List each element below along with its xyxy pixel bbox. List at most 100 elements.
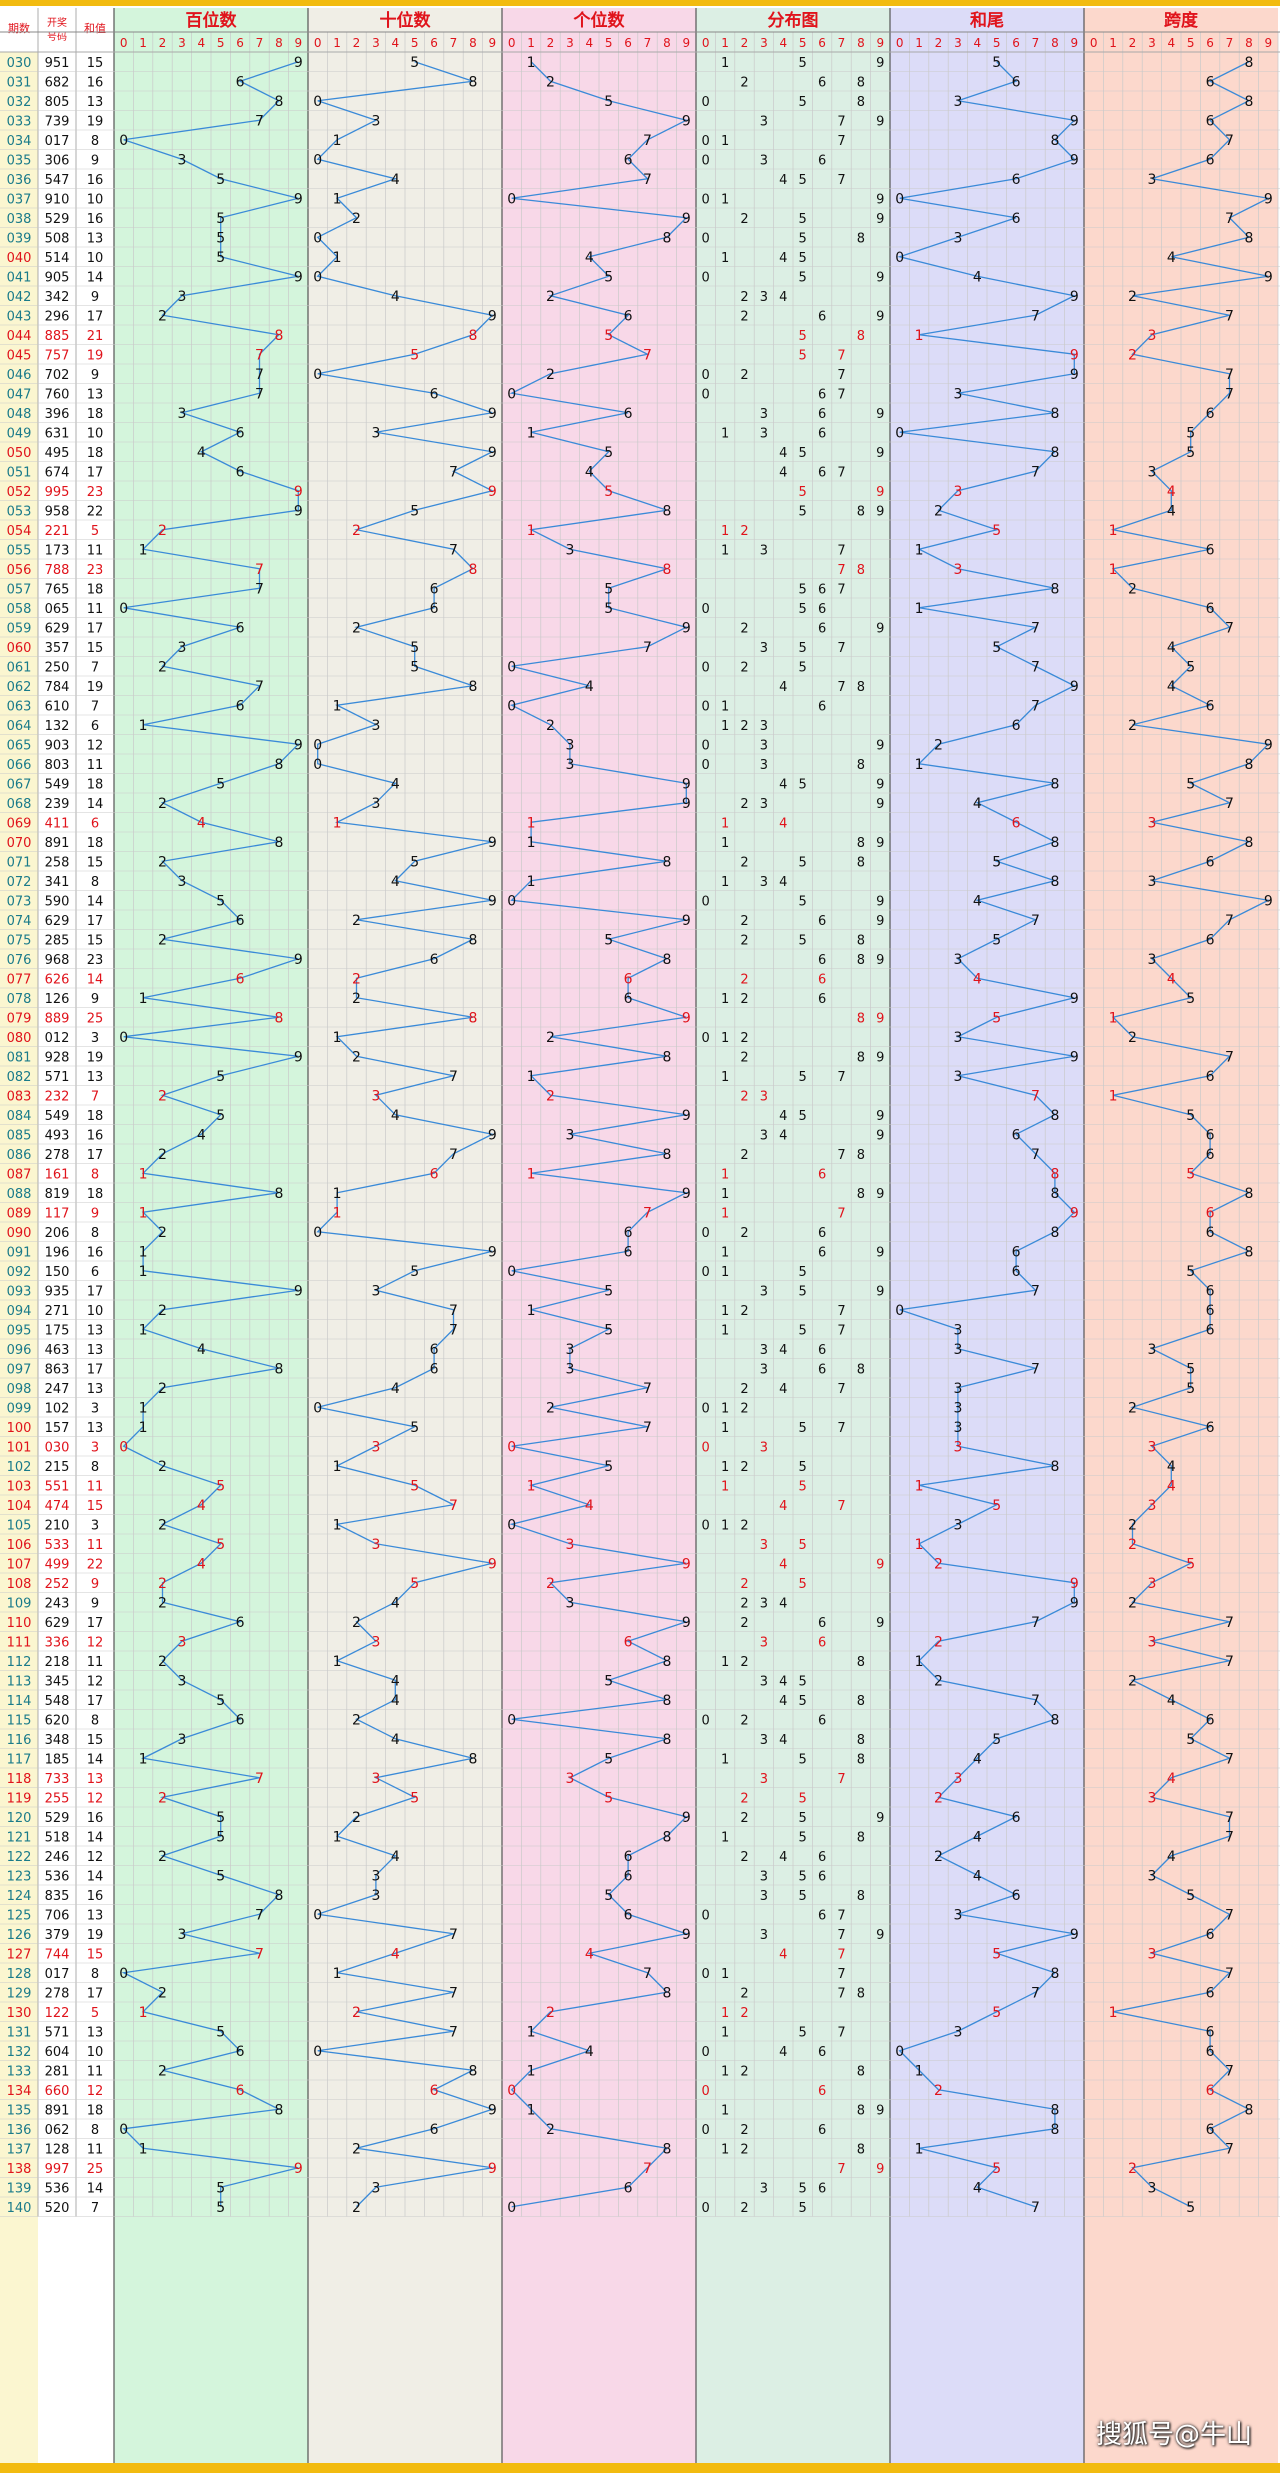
digit-header: 9 [1264, 36, 1272, 50]
digit-header: 0 [314, 36, 322, 50]
digit-mark: 9 [682, 1927, 691, 1943]
sum-cell: 3 [91, 1401, 99, 1416]
period-cell: 100 [7, 1421, 32, 1436]
draw-cell: 910 [45, 192, 70, 207]
digit-mark: 6 [236, 425, 245, 441]
sum-cell: 15 [87, 1947, 104, 1962]
span-mark: 7 [1225, 2063, 1234, 2079]
digit-mark: 0 [313, 367, 322, 383]
dist-mark: 9 [876, 212, 884, 227]
period-cell: 090 [7, 1226, 32, 1241]
digit-mark: 1 [333, 250, 342, 266]
span-mark: 3 [1147, 1634, 1156, 1650]
sum-cell: 10 [87, 251, 104, 266]
digit-header: 6 [236, 36, 244, 50]
dist-mark: 6 [818, 992, 826, 1007]
tail-mark: 8 [1050, 406, 1059, 422]
section-header: 百位数 [186, 10, 238, 31]
tail-mark: 7 [1031, 1283, 1040, 1299]
span-mark: 6 [1206, 932, 1215, 948]
period-cell: 097 [7, 1362, 32, 1377]
digit-header: 8 [1245, 36, 1253, 50]
digit-header: 5 [217, 36, 225, 50]
span-mark: 9 [1264, 191, 1273, 207]
digit-header: 0 [702, 36, 710, 50]
span-mark: 8 [1244, 2102, 1253, 2118]
digit-header: 4 [197, 36, 205, 50]
period-cell: 045 [7, 348, 32, 363]
dist-mark: 9 [876, 953, 884, 968]
digit-mark: 8 [662, 1732, 671, 1748]
digit-mark: 1 [139, 2005, 148, 2021]
digit-mark: 5 [604, 1888, 613, 1904]
dist-mark: 8 [857, 953, 865, 968]
dist-mark: 9 [876, 504, 884, 519]
dist-mark: 2 [740, 1304, 748, 1319]
period-header: 期数 [8, 22, 30, 35]
digit-mark: 7 [449, 1147, 458, 1163]
dist-mark: 6 [818, 2045, 826, 2060]
span-mark: 3 [1147, 1868, 1156, 1884]
dist-mark: 5 [799, 485, 807, 500]
draw-cell: 173 [45, 543, 70, 558]
digit-mark: 7 [449, 542, 458, 558]
dist-mark: 6 [818, 2123, 826, 2138]
span-mark: 6 [1206, 74, 1215, 90]
sum-cell: 9 [91, 153, 99, 168]
span-mark: 8 [1244, 94, 1253, 110]
dist-mark: 2 [740, 1226, 748, 1241]
digit-mark: 6 [430, 1166, 439, 1182]
draw-cell: 891 [45, 2103, 70, 2118]
digit-mark: 5 [604, 1322, 613, 1338]
sum-cell: 10 [87, 426, 104, 441]
digit-mark: 9 [682, 113, 691, 129]
period-cell: 098 [7, 1382, 32, 1397]
draw-cell: 342 [45, 290, 70, 305]
digit-mark: 8 [662, 854, 671, 870]
digit-mark: 2 [158, 854, 167, 870]
draw-cell: 626 [45, 972, 70, 987]
dist-mark: 9 [876, 1128, 884, 1143]
digit-mark: 4 [391, 1946, 400, 1962]
digit-mark: 0 [119, 2122, 128, 2138]
span-mark: 7 [1225, 620, 1234, 636]
span-mark: 6 [1206, 2122, 1215, 2138]
digit-mark: 7 [643, 640, 652, 656]
tail-mark: 5 [992, 1498, 1001, 1514]
tail-mark: 7 [1031, 698, 1040, 714]
dist-mark: 9 [876, 1187, 884, 1202]
tail-mark: 5 [992, 640, 1001, 656]
span-mark: 2 [1128, 289, 1137, 305]
period-cell: 118 [7, 1772, 32, 1787]
span-mark: 4 [1167, 971, 1176, 987]
span-mark: 7 [1225, 1654, 1234, 1670]
span-mark: 9 [1264, 269, 1273, 285]
dist-mark: 5 [799, 212, 807, 227]
digit-mark: 0 [313, 737, 322, 753]
dist-mark: 5 [799, 348, 807, 363]
period-cell: 065 [7, 738, 32, 753]
dist-mark: 2 [740, 1713, 748, 1728]
digit-mark: 6 [624, 1634, 633, 1650]
dist-mark: 8 [857, 1733, 865, 1748]
digit-mark: 8 [468, 562, 477, 578]
digit-mark: 6 [624, 1244, 633, 1260]
digit-mark: 2 [158, 308, 167, 324]
period-cell: 128 [7, 1967, 32, 1982]
draw-cell: 017 [45, 1967, 70, 1982]
digit-mark: 2 [352, 913, 361, 929]
digit-mark: 2 [352, 523, 361, 539]
dist-mark: 2 [740, 1811, 748, 1826]
draw-cell: 571 [45, 2025, 70, 2040]
dist-mark: 3 [760, 875, 768, 890]
digit-mark: 5 [604, 445, 613, 461]
draw-cell: 935 [45, 1284, 70, 1299]
tail-mark: 4 [973, 971, 982, 987]
digit-mark: 5 [604, 1790, 613, 1806]
dist-mark: 0 [702, 1967, 710, 1982]
period-cell: 134 [7, 2084, 32, 2099]
span-mark: 5 [1186, 1361, 1195, 1377]
digit-mark: 3 [177, 1634, 186, 1650]
span-mark: 7 [1225, 1829, 1234, 1845]
span-mark: 8 [1244, 230, 1253, 246]
